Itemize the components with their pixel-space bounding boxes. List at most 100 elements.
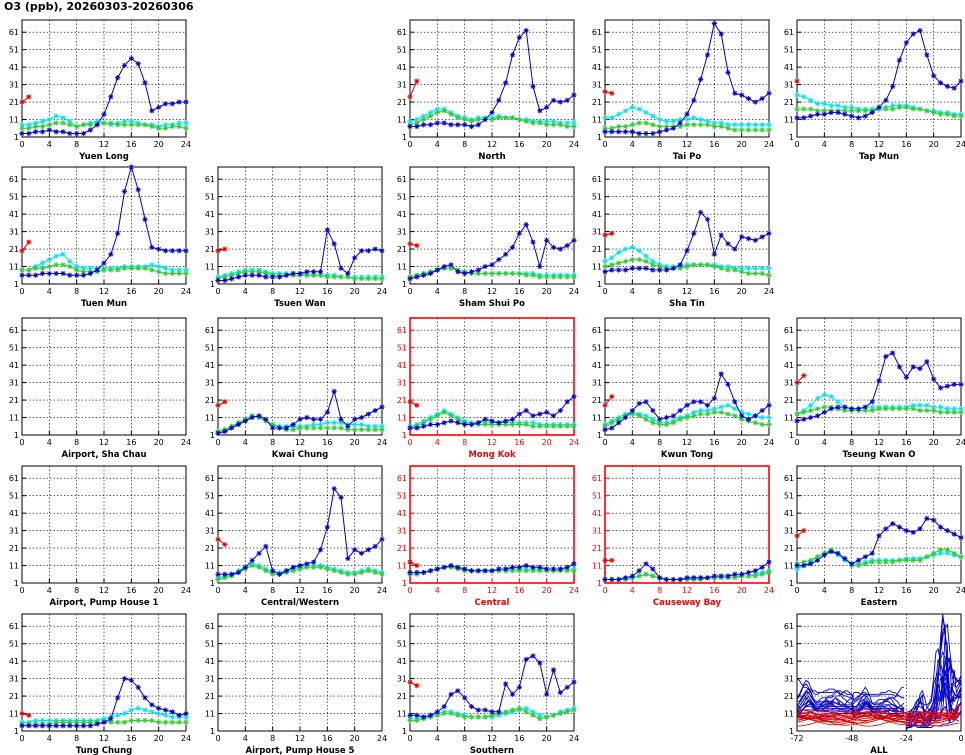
blue-series-point	[183, 710, 189, 717]
y-tick-label: 51	[592, 193, 602, 202]
blue-series-point	[468, 269, 475, 275]
y-tick-label: 61	[205, 622, 215, 631]
green-series-point	[135, 717, 141, 724]
x-tick-label: 12	[487, 586, 497, 595]
x-tick-label: 4	[47, 438, 52, 447]
green-series-point	[427, 113, 434, 119]
station-label: Southern	[470, 746, 514, 755]
green-series-point	[537, 423, 543, 429]
blue-series-point	[128, 677, 134, 683]
blue-series-point	[434, 709, 440, 715]
cyan-series-point	[691, 409, 697, 415]
green-series-point	[324, 274, 330, 280]
station-label: Airport, Sha Chau	[62, 450, 147, 460]
x-tick-label: 8	[270, 287, 275, 296]
blue-series-point	[365, 411, 371, 417]
blue-series-point	[74, 130, 80, 137]
green-series-point	[414, 120, 420, 126]
y-tick-label: 31	[784, 527, 794, 536]
blue-series-point	[890, 521, 896, 527]
all-blue-line	[796, 678, 905, 699]
blue-series-point	[855, 115, 862, 121]
blue-series-point	[345, 423, 351, 429]
green-series-point	[358, 276, 365, 282]
cyan-series-point	[835, 399, 841, 405]
blue-series-point	[944, 83, 950, 89]
blue-series-point	[26, 723, 32, 729]
green-series-point	[482, 714, 488, 720]
blue-series-point	[903, 40, 909, 46]
blue-series-point	[602, 576, 608, 583]
blue-series-point	[814, 413, 821, 419]
blue-series-point	[739, 234, 745, 240]
station-label: Kwun Tong	[661, 450, 713, 460]
y-tick-label: 41	[397, 361, 407, 370]
blue-series-point	[571, 393, 577, 400]
blue-series-point	[629, 407, 635, 414]
y-tick-label: 41	[397, 509, 407, 518]
blue-series-point	[698, 76, 704, 82]
cyan-series-point	[739, 265, 745, 271]
green-series-point	[718, 265, 724, 271]
green-series-point	[917, 557, 923, 563]
y-tick-label: 11	[592, 562, 602, 571]
red-series-point	[602, 88, 608, 95]
blue-series-point	[183, 99, 189, 105]
x-tick-label: 4	[243, 287, 248, 296]
green-series-point	[766, 272, 772, 278]
green-series-point	[183, 125, 189, 131]
red-series-point	[609, 393, 615, 400]
y-tick-label: 11	[784, 116, 794, 125]
green-series-point	[691, 262, 697, 268]
cyan-series-point	[677, 116, 683, 123]
y-tick-label: 1	[210, 579, 215, 588]
blue-series-point	[503, 80, 509, 86]
green-series-point	[650, 573, 656, 579]
blue-series-point	[448, 262, 454, 268]
y-tick-label: 11	[205, 414, 215, 423]
x-tick-label: 4	[435, 140, 440, 149]
cyan-series-point	[149, 262, 155, 268]
cyan-series-point	[759, 414, 765, 421]
cyan-series-point	[571, 120, 577, 126]
all-blue-line	[797, 696, 905, 711]
green-series-point	[550, 423, 557, 429]
blue-series-point	[544, 409, 550, 415]
station-label: ALL	[870, 746, 888, 755]
blue-series-point	[739, 571, 745, 577]
red-series-point	[222, 541, 228, 548]
x-tick-label: 16	[709, 287, 719, 296]
blue-series-point	[108, 94, 114, 100]
blue-series-point	[944, 528, 950, 534]
y-tick-label: 61	[9, 474, 19, 483]
green-series-point	[249, 269, 255, 275]
blue-series-point	[379, 248, 385, 254]
green-series-point	[616, 260, 622, 266]
blue-series-point	[862, 113, 868, 119]
green-series-point	[537, 274, 543, 280]
y-tick-label: 41	[397, 63, 407, 72]
blue-series-point	[910, 364, 916, 370]
blue-series-point	[421, 272, 427, 278]
blue-series-point	[609, 129, 615, 135]
blue-series-point	[650, 267, 656, 273]
y-tick-label: 31	[205, 379, 215, 388]
blue-series-point	[121, 676, 128, 682]
green-series-point	[550, 122, 557, 128]
y-tick-label: 61	[397, 622, 407, 631]
blue-series-point	[629, 129, 635, 135]
y-tick-label: 41	[784, 657, 794, 666]
red-series-point	[794, 78, 800, 84]
blue-series-point	[39, 270, 46, 277]
blue-series-point	[235, 421, 242, 428]
station-label: Tsuen Wan	[274, 299, 325, 309]
green-series-point	[142, 717, 148, 724]
blue-series-point	[636, 400, 642, 407]
green-series-point	[475, 116, 481, 123]
y-tick-label: 21	[397, 396, 407, 405]
blue-series-point	[407, 276, 413, 282]
blue-series-point	[677, 262, 683, 268]
x-tick-label: 20	[154, 438, 164, 447]
y-tick-label: 21	[397, 245, 407, 254]
green-series-point	[759, 127, 765, 133]
